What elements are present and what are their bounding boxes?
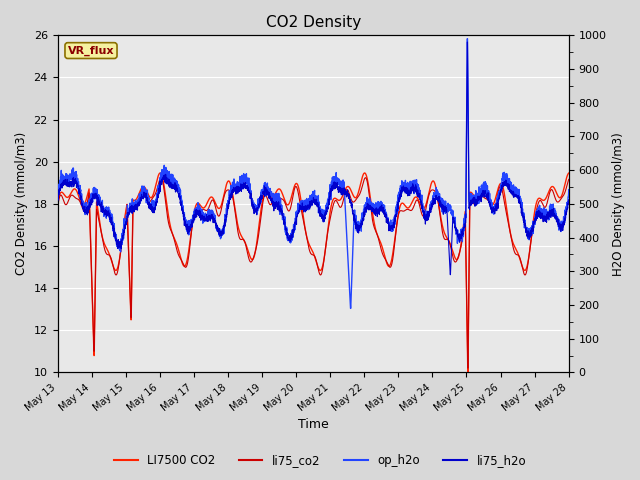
Legend: LI7500 CO2, li75_co2, op_h2o, li75_h2o: LI7500 CO2, li75_co2, op_h2o, li75_h2o <box>109 449 531 472</box>
Y-axis label: CO2 Density (mmol/m3): CO2 Density (mmol/m3) <box>15 132 28 276</box>
Y-axis label: H2O Density (mmol/m3): H2O Density (mmol/m3) <box>612 132 625 276</box>
Text: VR_flux: VR_flux <box>68 46 115 56</box>
X-axis label: Time: Time <box>298 419 328 432</box>
Title: CO2 Density: CO2 Density <box>266 15 361 30</box>
